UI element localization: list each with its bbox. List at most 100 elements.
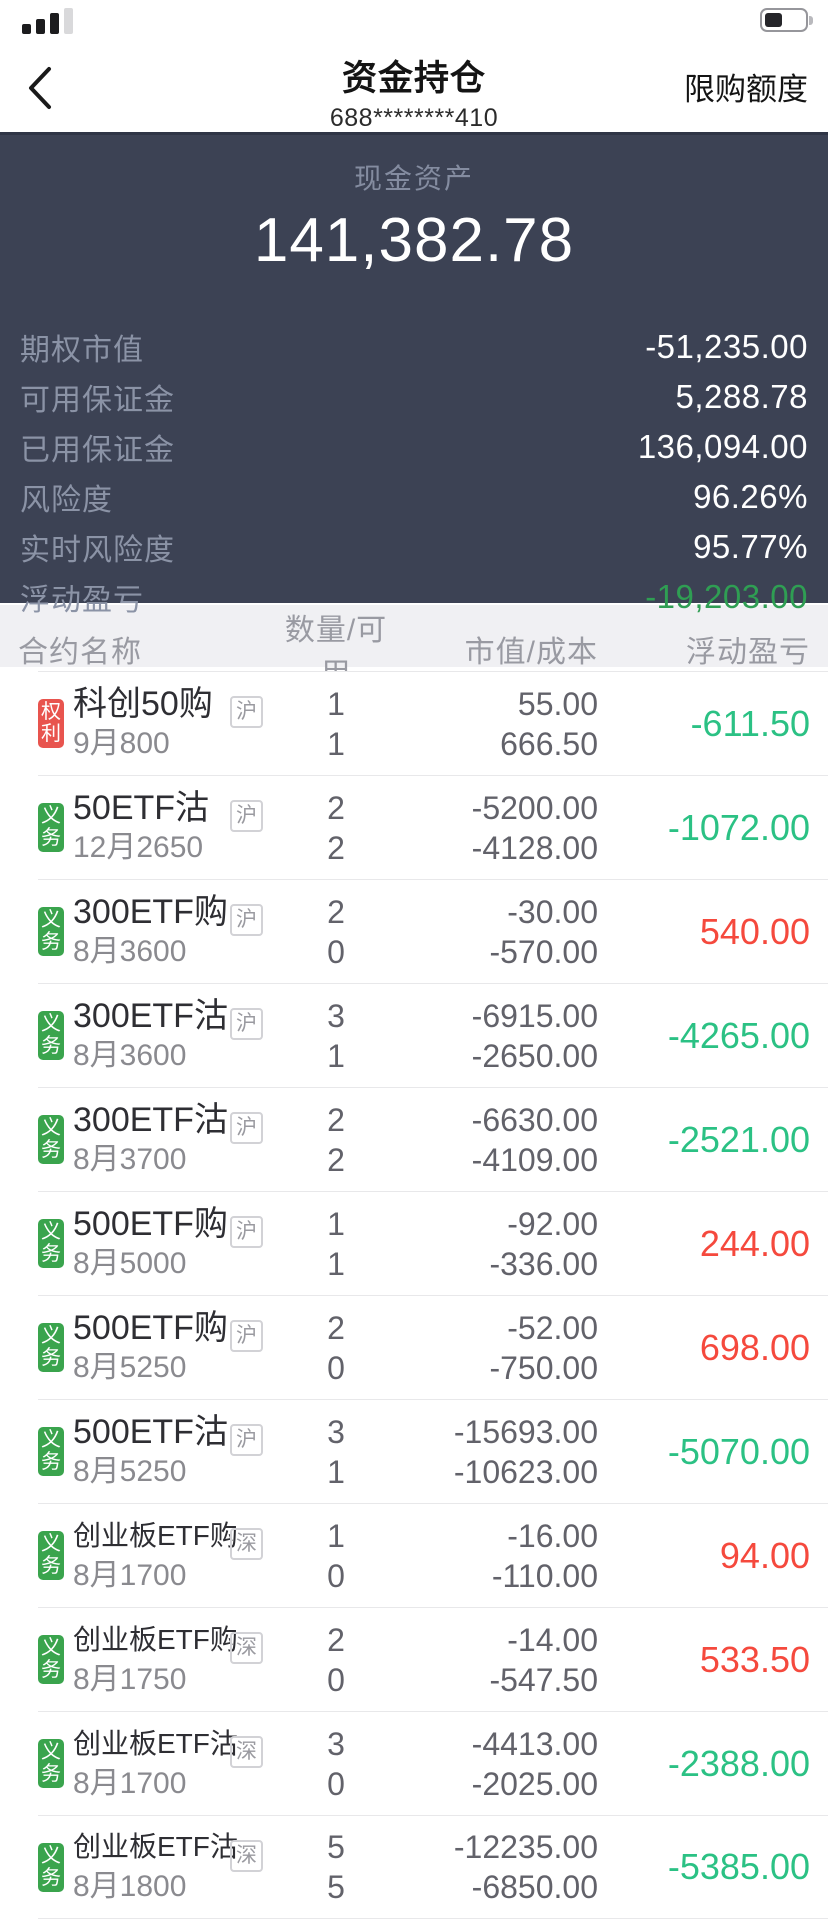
contract-name: 科创50购 — [73, 684, 213, 723]
contract-cell: 义务 500ETF购 8月5250 沪 — [38, 1308, 281, 1388]
position-market-value: -6630.00 — [471, 1101, 598, 1138]
stat-label: 实时风险度 — [20, 534, 175, 567]
position-row[interactable]: 义务 创业板ETF购 8月1750 深 2 0 -14.00 -547.50 5… — [38, 1607, 828, 1711]
position-cost: -2025.00 — [471, 1765, 598, 1802]
position-market-value: -5200.00 — [471, 789, 598, 826]
contract-name: 500ETF购 — [73, 1204, 228, 1243]
contract-cell: 义务 创业板ETF购 8月1700 深 — [38, 1516, 281, 1596]
right-type-badge: 义务 — [38, 803, 64, 852]
position-market-value: -30.00 — [507, 893, 598, 930]
back-button[interactable] — [16, 62, 64, 114]
market-badge: 沪 — [230, 904, 263, 936]
qty-available-cell: 1 1 — [281, 1204, 391, 1284]
right-type-badge: 义务 — [38, 1219, 64, 1268]
contract-name-block: 300ETF购 8月3600 — [73, 892, 228, 972]
qty-available-cell: 1 1 — [281, 684, 391, 764]
position-qty: 3 — [327, 1725, 345, 1762]
stat-value: 5,288.78 — [675, 378, 808, 415]
right-type-badge: 义务 — [38, 1739, 64, 1788]
position-row[interactable]: 权利 科创50购 9月800 沪 1 1 55.00 666.50 -611.5… — [38, 671, 828, 775]
position-pnl: -5385.00 — [667, 1846, 810, 1887]
position-row[interactable]: 义务 50ETF沽 12月2650 沪 2 2 -5200.00 -4128.0… — [38, 775, 828, 879]
position-row[interactable]: 义务 300ETF购 8月3600 沪 2 0 -30.00 -570.00 5… — [38, 879, 828, 983]
market-badge: 深 — [230, 1736, 263, 1768]
value-cost-cell: -6630.00 -4109.00 — [391, 1100, 610, 1180]
position-cost: -6850.00 — [471, 1869, 598, 1905]
position-qty: 1 — [327, 1517, 345, 1554]
stat-floating-pnl: 浮动盈亏 -19,203.00 — [20, 572, 808, 622]
value-cost-cell: -5200.00 -4128.00 — [391, 788, 610, 868]
position-pnl: -2388.00 — [667, 1742, 810, 1784]
position-pnl: 94.00 — [719, 1534, 810, 1576]
position-available: 0 — [327, 933, 345, 970]
position-row[interactable]: 义务 创业板ETF购 8月1700 深 1 0 -16.00 -110.00 9… — [38, 1503, 828, 1607]
contract-name-block: 50ETF沽 12月2650 — [73, 788, 209, 868]
contract-cell: 义务 300ETF沽 8月3600 沪 — [38, 996, 281, 1076]
position-available: 0 — [327, 1661, 345, 1698]
position-cost: -4109.00 — [471, 1141, 598, 1178]
qty-available-cell: 1 0 — [281, 1516, 391, 1596]
contract-name-block: 300ETF沽 8月3600 — [73, 996, 228, 1076]
purchase-limit-button[interactable]: 限购额度 — [684, 64, 808, 109]
contract-name: 500ETF沽 — [73, 1412, 228, 1451]
contract-name-block: 创业板ETF购 8月1750 — [73, 1620, 238, 1700]
position-row[interactable]: 义务 300ETF沽 8月3600 沪 3 1 -6915.00 -2650.0… — [38, 983, 828, 1087]
contract-strike: 8月1750 — [73, 1662, 187, 1696]
qty-available-cell: 3 1 — [281, 996, 391, 1076]
position-qty: 2 — [327, 789, 345, 826]
position-available: 5 — [327, 1869, 345, 1905]
position-cost: -750.00 — [489, 1349, 598, 1386]
cellular-signal-icon — [22, 8, 73, 34]
position-available: 1 — [327, 725, 345, 762]
position-pnl: 540.00 — [699, 910, 810, 952]
right-type-badge: 义务 — [38, 1635, 64, 1684]
summary-stats: 期权市值 -51,235.00 可用保证金 5,288.78 已用保证金 136… — [20, 322, 808, 622]
position-qty: 3 — [327, 1413, 345, 1450]
contract-cell: 义务 300ETF沽 8月3700 沪 — [38, 1100, 281, 1180]
contract-name: 300ETF沽 — [73, 1100, 228, 1139]
position-available: 1 — [327, 1453, 345, 1490]
position-market-value: -12235.00 — [453, 1829, 598, 1865]
position-row[interactable]: 义务 500ETF购 8月5250 沪 2 0 -52.00 -750.00 6… — [38, 1295, 828, 1399]
position-market-value: -4413.00 — [471, 1725, 598, 1762]
value-cost-cell: -12235.00 -6850.00 — [391, 1827, 610, 1907]
position-row[interactable]: 义务 创业板ETF沽 8月1700 深 3 0 -4413.00 -2025.0… — [38, 1711, 828, 1815]
value-cost-cell: -30.00 -570.00 — [391, 892, 610, 972]
value-cost-cell: -14.00 -547.50 — [391, 1620, 610, 1700]
contract-name-block: 创业板ETF沽 8月1800 — [73, 1827, 238, 1907]
cash-assets-label: 现金资产 — [353, 163, 474, 194]
position-available: 2 — [327, 829, 345, 866]
right-type-badge: 义务 — [38, 1842, 64, 1892]
position-row[interactable]: 义务 300ETF沽 8月3700 沪 2 2 -6630.00 -4109.0… — [38, 1087, 828, 1191]
position-available: 1 — [327, 1037, 345, 1074]
position-qty: 2 — [327, 1309, 345, 1346]
contract-cell: 义务 300ETF购 8月3600 沪 — [38, 892, 281, 972]
position-qty: 3 — [327, 997, 345, 1034]
contract-strike: 8月3600 — [73, 934, 187, 968]
market-badge: 沪 — [230, 696, 263, 728]
positions-list: 权利 科创50购 9月800 沪 1 1 55.00 666.50 -611.5… — [0, 671, 828, 1919]
position-row[interactable]: 义务 创业板ETF沽 8月1800 深 5 5 -12235.00 -6850.… — [38, 1815, 828, 1919]
header-value-cost: 市值/成本 — [464, 636, 598, 669]
right-type-badge: 义务 — [38, 1011, 64, 1060]
market-badge: 沪 — [230, 1216, 263, 1248]
stat-value: 96.26% — [693, 478, 808, 515]
contract-name-block: 500ETF购 8月5000 — [73, 1204, 228, 1284]
stat-label: 风险度 — [20, 484, 113, 517]
position-row[interactable]: 义务 500ETF沽 8月5250 沪 3 1 -15693.00 -10623… — [38, 1399, 828, 1503]
position-qty: 2 — [327, 1621, 345, 1658]
position-cost: -547.50 — [489, 1661, 598, 1698]
stat-label: 可用保证金 — [20, 384, 175, 417]
position-available: 0 — [327, 1557, 345, 1594]
position-qty: 2 — [327, 1101, 345, 1138]
position-row[interactable]: 义务 500ETF购 8月5000 沪 1 1 -92.00 -336.00 2… — [38, 1191, 828, 1295]
value-cost-cell: -15693.00 -10623.00 — [391, 1412, 610, 1492]
stat-label: 期权市值 — [20, 334, 144, 367]
qty-available-cell: 3 1 — [281, 1412, 391, 1492]
qty-available-cell: 2 2 — [281, 788, 391, 868]
position-available: 2 — [327, 1141, 345, 1178]
stat-used-margin: 已用保证金 136,094.00 — [20, 422, 808, 472]
qty-available-cell: 2 0 — [281, 1620, 391, 1700]
right-type-badge: 义务 — [38, 1427, 64, 1476]
position-cost: 666.50 — [500, 725, 598, 762]
